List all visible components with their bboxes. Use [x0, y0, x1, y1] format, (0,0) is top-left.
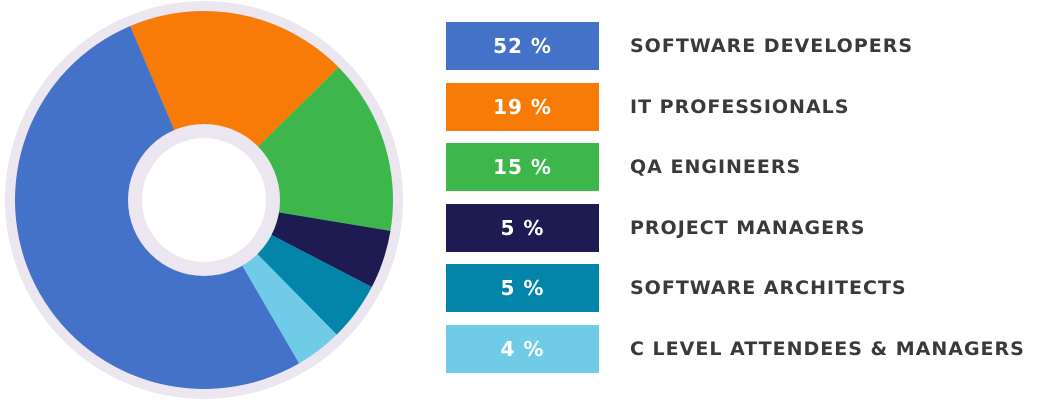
legend-item: 52 % SOFTWARE DEVELOPERS [446, 22, 1056, 70]
donut-slice-4 [247, 228, 372, 335]
legend-item: 19 % IT PROFESSIONALS [446, 82, 1056, 131]
legend-item: 5 % SOFTWARE ARCHITECTS [446, 264, 1056, 312]
legend: 52 % SOFTWARE DEVELOPERS 19 % IT PROFESSION… [446, 22, 1056, 378]
donut-slice-5 [235, 244, 337, 364]
donut-slice-0 [15, 26, 300, 389]
donut-slice-3 [259, 210, 391, 287]
legend-label: C LEVEL ATTENDEES & MANAGERS [630, 337, 1025, 360]
legend-label: QA ENGINEERS [630, 156, 802, 178]
donut-slice-2 [248, 67, 393, 231]
donut-slice-1 [130, 11, 339, 157]
legend-value-badge: 5 % [446, 203, 599, 252]
legend-label: IT PROFESSIONALS [630, 95, 850, 118]
legend-value-badge: 4 % [446, 324, 599, 373]
donut-hole [142, 138, 266, 262]
legend-value-badge: 5 % [446, 264, 599, 312]
legend-value-badge: 19 % [446, 82, 599, 131]
legend-label: PROJECT MANAGERS [630, 216, 866, 239]
legend-item: 15 % QA ENGINEERS [446, 143, 1056, 191]
legend-label: SOFTWARE DEVELOPERS [630, 35, 914, 57]
donut-chart [5, 1, 403, 399]
legend-item: 4 % C LEVEL ATTENDEES & MANAGERS [446, 324, 1056, 373]
legend-value-badge: 52 % [446, 22, 599, 70]
legend-item: 5 % PROJECT MANAGERS [446, 203, 1056, 252]
legend-label: SOFTWARE ARCHITECTS [630, 277, 907, 299]
legend-value-badge: 15 % [446, 143, 599, 191]
